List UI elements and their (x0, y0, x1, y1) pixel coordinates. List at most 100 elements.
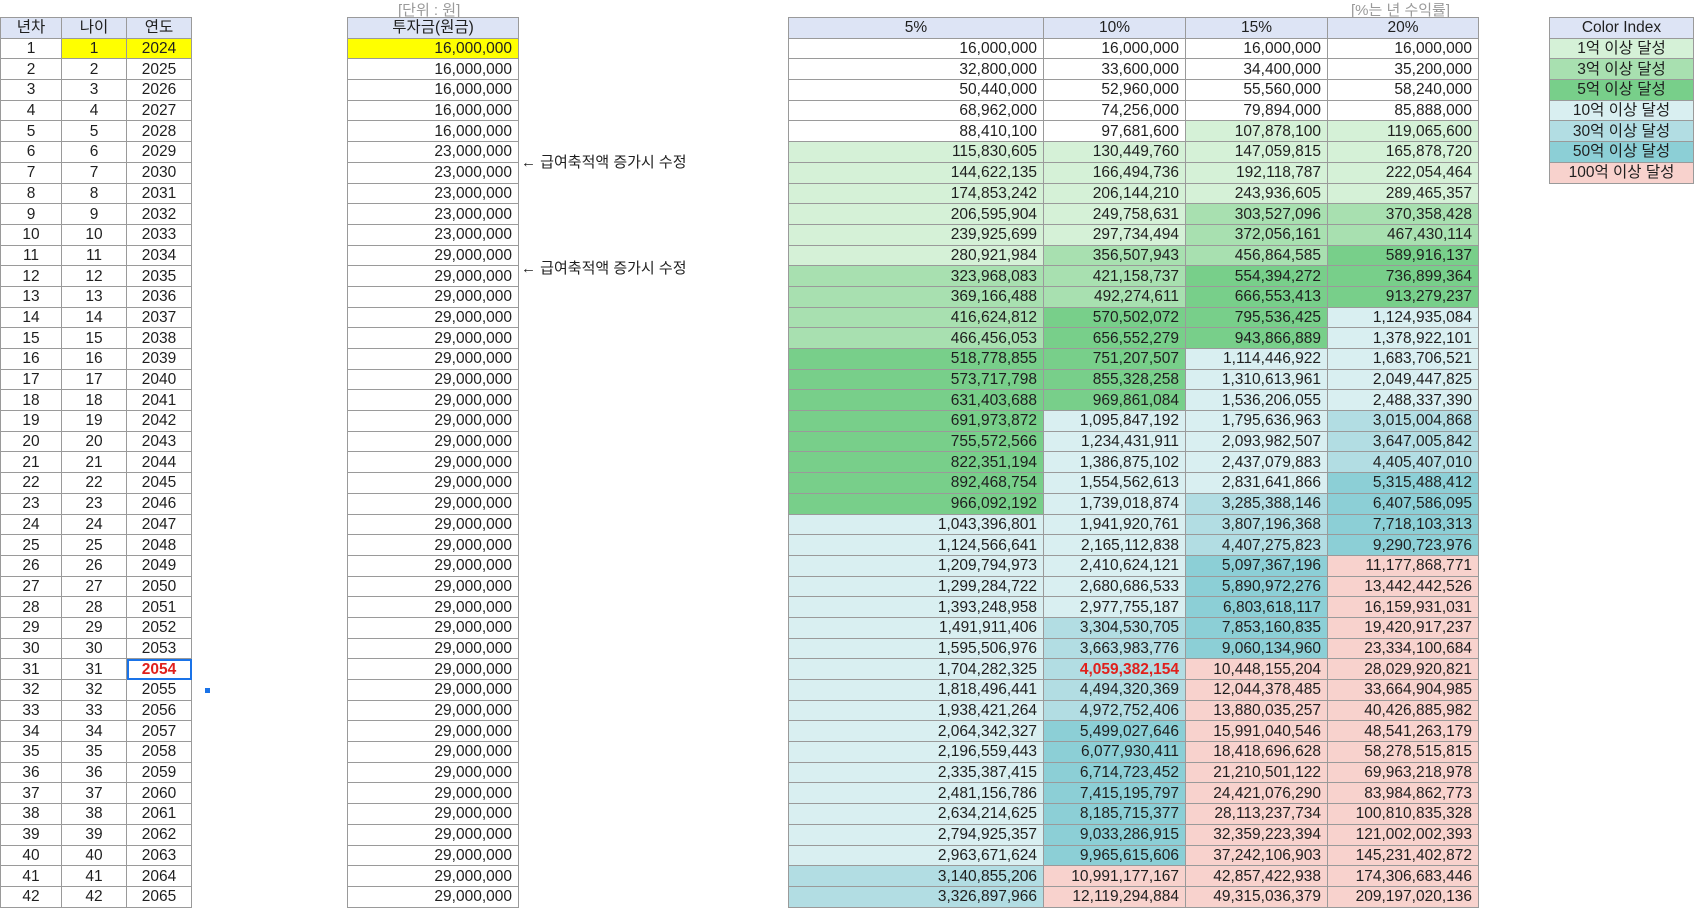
calendar-year-cell[interactable]: 2045 (126, 472, 192, 494)
accumulated-value-cell[interactable]: 9,033,286,915 (1043, 823, 1186, 846)
accumulated-value-cell[interactable]: 166,494,736 (1043, 161, 1186, 184)
investment-cell[interactable]: 16,000,000 (347, 120, 519, 143)
age-cell[interactable]: 33 (61, 699, 127, 722)
accumulated-value-cell[interactable]: 3,663,983,776 (1043, 637, 1186, 660)
year-index-cell[interactable]: 13 (0, 285, 62, 308)
year-index-cell[interactable]: 8 (0, 182, 62, 205)
accumulated-value-cell[interactable]: 4,405,407,010 (1327, 451, 1479, 474)
accumulated-value-cell[interactable]: 16,000,000 (1043, 37, 1186, 60)
accumulated-value-cell[interactable]: 1,595,506,976 (788, 637, 1044, 660)
year-index-cell[interactable]: 6 (0, 141, 62, 163)
accumulated-value-cell[interactable]: 2,794,925,357 (788, 823, 1044, 846)
investment-cell[interactable]: 29,000,000 (347, 823, 519, 846)
accumulated-value-cell[interactable]: 2,093,982,507 (1185, 430, 1328, 453)
accumulated-value-cell[interactable]: 943,866,889 (1185, 327, 1328, 349)
calendar-year-cell[interactable]: 2041 (126, 389, 192, 412)
calendar-year-cell[interactable]: 2057 (126, 720, 192, 743)
accumulated-value-cell[interactable]: 88,410,100 (788, 120, 1044, 143)
accumulated-value-cell[interactable]: 28,113,237,734 (1185, 803, 1328, 825)
accumulated-value-cell[interactable]: 40,426,885,982 (1327, 699, 1479, 722)
year-index-cell[interactable]: 10 (0, 223, 62, 246)
accumulated-value-cell[interactable]: 4,059,382,154 (1043, 658, 1186, 680)
age-cell[interactable]: 6 (61, 141, 127, 163)
investment-cell[interactable]: 29,000,000 (347, 616, 519, 639)
accumulated-value-cell[interactable]: 11,177,868,771 (1327, 554, 1479, 577)
column-header[interactable]: 나이 (61, 17, 127, 39)
accumulated-value-cell[interactable]: 466,456,053 (788, 327, 1044, 349)
accumulated-value-cell[interactable]: 33,600,000 (1043, 58, 1186, 81)
calendar-year-cell[interactable]: 2047 (126, 513, 192, 536)
calendar-year-cell[interactable]: 2043 (126, 430, 192, 453)
age-cell[interactable]: 38 (61, 803, 127, 825)
accumulated-value-cell[interactable]: 589,916,137 (1327, 244, 1479, 267)
accumulated-value-cell[interactable]: 68,962,000 (788, 99, 1044, 122)
age-cell[interactable]: 7 (61, 161, 127, 184)
accumulated-value-cell[interactable]: 119,065,600 (1327, 120, 1479, 143)
accumulated-value-cell[interactable]: 130,449,760 (1043, 141, 1186, 163)
accumulated-value-cell[interactable]: 2,165,112,838 (1043, 534, 1186, 556)
calendar-year-cell[interactable]: 2055 (126, 679, 192, 701)
year-index-cell[interactable]: 22 (0, 472, 62, 494)
calendar-year-cell[interactable]: 2032 (126, 203, 192, 225)
accumulated-value-cell[interactable]: 121,002,002,393 (1327, 823, 1479, 846)
accumulated-value-cell[interactable]: 239,925,699 (788, 223, 1044, 246)
legend-item[interactable]: 1억 이상 달성 (1549, 37, 1694, 60)
age-cell[interactable]: 27 (61, 575, 127, 598)
accumulated-value-cell[interactable]: 16,159,931,031 (1327, 596, 1479, 618)
accumulated-value-cell[interactable]: 3,304,530,705 (1043, 616, 1186, 639)
year-index-cell[interactable]: 3 (0, 79, 62, 101)
accumulated-value-cell[interactable]: 100,810,835,328 (1327, 803, 1479, 825)
year-index-cell[interactable]: 11 (0, 244, 62, 267)
year-index-cell[interactable]: 34 (0, 720, 62, 743)
column-header[interactable]: 년차 (0, 17, 62, 39)
investment-cell[interactable]: 29,000,000 (347, 679, 519, 701)
investment-cell[interactable]: 29,000,000 (347, 761, 519, 784)
age-cell[interactable]: 11 (61, 244, 127, 267)
year-index-cell[interactable]: 1 (0, 37, 62, 60)
age-cell[interactable]: 25 (61, 534, 127, 556)
accumulated-value-cell[interactable]: 192,118,787 (1185, 161, 1328, 184)
accumulated-value-cell[interactable]: 174,306,683,446 (1327, 865, 1479, 887)
investment-cell[interactable]: 29,000,000 (347, 782, 519, 805)
accumulated-value-cell[interactable]: 2,335,387,415 (788, 761, 1044, 784)
accumulated-value-cell[interactable]: 58,240,000 (1327, 79, 1479, 101)
calendar-year-cell[interactable]: 2024 (126, 37, 192, 60)
year-index-cell[interactable]: 37 (0, 782, 62, 805)
accumulated-value-cell[interactable]: 5,890,972,276 (1185, 575, 1328, 598)
calendar-year-cell[interactable]: 2027 (126, 99, 192, 122)
accumulated-value-cell[interactable]: 2,977,755,187 (1043, 596, 1186, 618)
accumulated-value-cell[interactable]: 58,278,515,815 (1327, 741, 1479, 763)
accumulated-value-cell[interactable]: 666,553,413 (1185, 285, 1328, 308)
accumulated-value-cell[interactable]: 206,144,210 (1043, 182, 1186, 205)
accumulated-value-cell[interactable]: 32,359,223,394 (1185, 823, 1328, 846)
age-cell[interactable]: 19 (61, 410, 127, 432)
accumulated-value-cell[interactable]: 209,197,020,136 (1327, 885, 1479, 908)
year-index-cell[interactable]: 18 (0, 389, 62, 412)
accumulated-value-cell[interactable]: 969,861,084 (1043, 389, 1186, 412)
calendar-year-cell[interactable]: 2060 (126, 782, 192, 805)
age-cell[interactable]: 5 (61, 120, 127, 143)
accumulated-value-cell[interactable]: 2,049,447,825 (1327, 368, 1479, 391)
accumulated-value-cell[interactable]: 145,231,402,872 (1327, 844, 1479, 867)
calendar-year-cell[interactable]: 2065 (126, 885, 192, 908)
accumulated-value-cell[interactable]: 4,407,275,823 (1185, 534, 1328, 556)
investment-cell[interactable]: 29,000,000 (347, 658, 519, 680)
calendar-year-cell[interactable]: 2062 (126, 823, 192, 846)
calendar-year-cell[interactable]: 2033 (126, 223, 192, 246)
accumulated-value-cell[interactable]: 2,831,641,866 (1185, 472, 1328, 494)
accumulated-value-cell[interactable]: 1,818,496,441 (788, 679, 1044, 701)
investment-cell[interactable]: 29,000,000 (347, 803, 519, 825)
age-cell[interactable]: 36 (61, 761, 127, 784)
accumulated-value-cell[interactable]: 2,680,686,533 (1043, 575, 1186, 598)
year-index-cell[interactable]: 2 (0, 58, 62, 81)
investment-cell[interactable]: 29,000,000 (347, 327, 519, 349)
accumulated-value-cell[interactable]: 554,394,272 (1185, 265, 1328, 287)
accumulated-value-cell[interactable]: 50,440,000 (788, 79, 1044, 101)
age-cell[interactable]: 13 (61, 285, 127, 308)
year-index-cell[interactable]: 25 (0, 534, 62, 556)
age-cell[interactable]: 31 (61, 658, 127, 680)
accumulated-value-cell[interactable]: 35,200,000 (1327, 58, 1479, 81)
calendar-year-cell[interactable]: 2029 (126, 141, 192, 163)
accumulated-value-cell[interactable]: 49,315,036,379 (1185, 885, 1328, 908)
year-index-cell[interactable]: 26 (0, 554, 62, 577)
